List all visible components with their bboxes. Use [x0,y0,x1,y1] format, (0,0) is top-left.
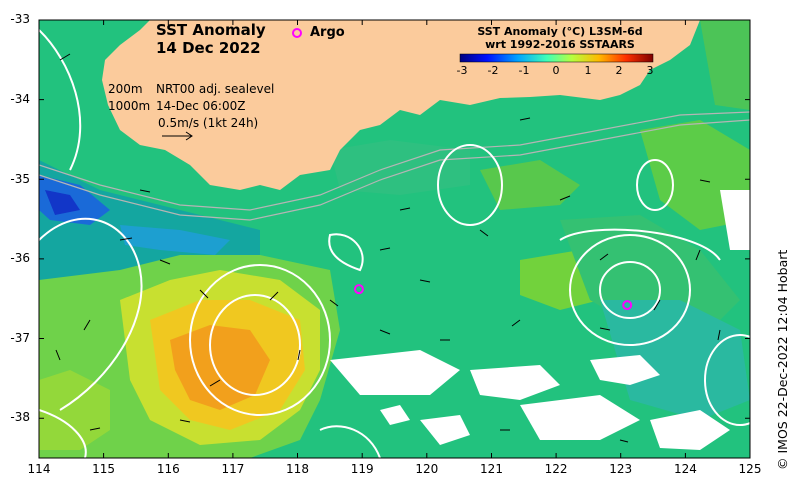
y-tick-label: -37 [10,331,30,345]
colorbar-tick: 2 [615,64,623,77]
credit-label: © IMOS 22-Dec-2022 12:04 Hobart [775,249,790,470]
colorbar-tick: -1 [518,64,530,77]
argo-float-marker [622,300,633,311]
x-tick-label: 123 [609,462,633,476]
tick-marks [38,19,751,458]
x-tick-label: 125 [738,462,762,476]
argo-legend-marker [292,28,302,38]
x-tick-label: 120 [415,462,439,476]
x-tick-label: 119 [350,462,374,476]
argo-float-marker [353,284,364,295]
depth-label-1000m: 1000m [108,99,151,113]
colorbar-tick: -3 [456,64,468,77]
isobath-1000m [39,119,750,221]
argo-legend-label: Argo [310,25,345,40]
y-tick-label: -36 [10,251,30,265]
y-tick-label: -34 [10,92,30,106]
title-line-1: SST Anomaly [156,21,266,39]
colorbar-tick: -2 [487,64,499,77]
sea-level-contours [39,29,750,458]
y-tick-label: -35 [10,172,30,186]
sealevel-time-label: 14-Dec 06:00Z [156,99,246,113]
plot-frame [38,19,751,459]
isobath-200m [39,111,750,211]
x-tick-label: 124 [673,462,697,476]
y-tick-label: -33 [10,12,30,26]
colorbar-title-line-1: SST Anomaly (°C) L3SM-6d [477,25,643,38]
x-tick-label: 115 [92,462,116,476]
y-tick-label: -38 [10,410,30,424]
current-vectors [55,53,721,443]
map-title: SST Anomaly 14 Dec 2022 [156,21,266,57]
x-tick-label: 114 [27,462,51,476]
vector-scale-arrow [162,131,193,141]
x-tick-label: 118 [286,462,309,476]
land-area [102,20,700,190]
x-tick-label: 116 [156,462,180,476]
missing-data-areas [330,190,750,450]
colorbar-title-line-2: wrt 1992-2016 SSTAARS [485,38,635,51]
x-tick-label: 117 [221,462,245,476]
vector-scale-label: 0.5m/s (1kt 24h) [158,116,259,130]
colorbar-tick: 0 [552,64,560,77]
colorbar-tick: 3 [646,64,654,77]
colorbar-tick: 1 [584,64,592,77]
colorbar [459,53,654,63]
depth-label-200m: 200m [108,82,143,96]
sst-anomaly-field [39,20,750,458]
colorbar-title: SST Anomaly (°C) L3SM-6d wrt 1992-2016 S… [460,25,660,51]
argo-floats [353,284,633,311]
x-tick-label: 121 [480,462,503,476]
sealevel-source-label: NRT00 adj. sealevel [156,82,275,96]
x-tick-label: 122 [544,462,568,476]
title-line-2: 14 Dec 2022 [156,39,261,57]
